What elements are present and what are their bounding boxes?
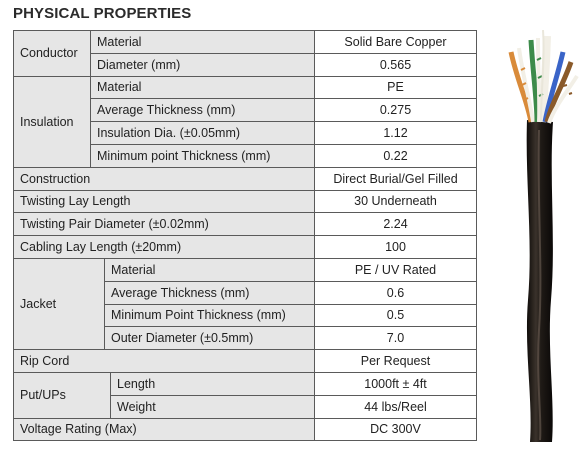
row-value: 0.5 (314, 303, 477, 328)
row-value: PE (314, 75, 477, 100)
table-row: Weight 44 lbs/Reel (14, 394, 477, 419)
row-label: Material (90, 30, 315, 54)
row-value: 0.6 (314, 280, 477, 305)
row-value: PE / UV Rated (314, 257, 477, 282)
row-value: 7.0 (314, 326, 477, 351)
table-row: Cabling Lay Length (±20mm) 100 (13, 235, 477, 259)
table-row: Jacket Material PE / UV Rated (13, 257, 477, 351)
row-label: Length (110, 371, 315, 396)
table-row: Conductor Material Solid Bare Copper (13, 30, 477, 77)
row-value: 0.22 (314, 143, 477, 168)
row-value: Per Request (314, 349, 477, 373)
physical-properties-table: Conductor Material Solid Bare Copper Dia… (13, 30, 477, 442)
row-value: 1000ft ± 4ft (314, 371, 477, 396)
table-row: Insulation Dia. (±0.05mm) 1.12 (14, 121, 477, 145)
table-row: Twisting Pair Diameter (±0.02mm) 2.24 (13, 212, 477, 237)
row-label: Rip Cord (13, 349, 315, 373)
row-value: DC 300V (314, 417, 477, 442)
page-title: PHYSICAL PROPERTIES (13, 5, 192, 22)
row-label: Material (90, 75, 315, 100)
group-conductor: Conductor (13, 30, 91, 77)
table-row: Minimum Point Thickness (mm) 0.5 (14, 303, 477, 328)
table-row: Insulation Material PE (13, 75, 477, 168)
group-put-ups: Put/UPs (13, 371, 111, 419)
row-label: Minimum Point Thickness (mm) (104, 303, 315, 328)
table-row: Average Thickness (mm) 0.6 (14, 280, 477, 305)
group-insulation: Insulation (13, 75, 91, 168)
table-row: Put/UPs Length 1000ft ± 4ft (13, 371, 477, 419)
row-label: Voltage Rating (Max) (13, 417, 315, 442)
row-value: 0.565 (314, 52, 477, 77)
table-row: Diameter (mm) 0.565 (14, 52, 477, 77)
row-value: Solid Bare Copper (314, 30, 477, 54)
group-jacket: Jacket (13, 257, 105, 351)
row-label: Minimum point Thickness (mm) (90, 143, 315, 168)
cable-photo-icon (497, 29, 588, 445)
table-row: Voltage Rating (Max) DC 300V (13, 417, 477, 442)
table-row: Average Thickness (mm) 0.275 (14, 98, 477, 123)
row-label: Twisting Lay Length (13, 189, 315, 214)
row-value: 100 (314, 235, 477, 259)
row-value: 30 Underneath (314, 189, 477, 214)
row-label: Diameter (mm) (90, 52, 315, 77)
row-value: 1.12 (314, 121, 477, 145)
table-row: Construction Direct Burial/Gel Filled (13, 166, 477, 191)
row-value: Direct Burial/Gel Filled (314, 166, 477, 191)
row-value: 44 lbs/Reel (314, 394, 477, 419)
row-value: 2.24 (314, 212, 477, 237)
row-label: Weight (110, 394, 315, 419)
row-label: Material (104, 257, 315, 282)
row-label: Average Thickness (mm) (104, 280, 315, 305)
row-value: 0.275 (314, 98, 477, 123)
row-label: Cabling Lay Length (±20mm) (13, 235, 315, 259)
table-row: Rip Cord Per Request (13, 349, 477, 373)
table-row: Twisting Lay Length 30 Underneath (13, 189, 477, 214)
row-label: Average Thickness (mm) (90, 98, 315, 123)
row-label: Insulation Dia. (±0.05mm) (90, 121, 315, 145)
row-label: Construction (13, 166, 315, 191)
table-row: Outer Diameter (±0.5mm) 7.0 (14, 326, 477, 351)
row-label: Outer Diameter (±0.5mm) (104, 326, 315, 351)
row-label: Twisting Pair Diameter (±0.02mm) (13, 212, 315, 237)
